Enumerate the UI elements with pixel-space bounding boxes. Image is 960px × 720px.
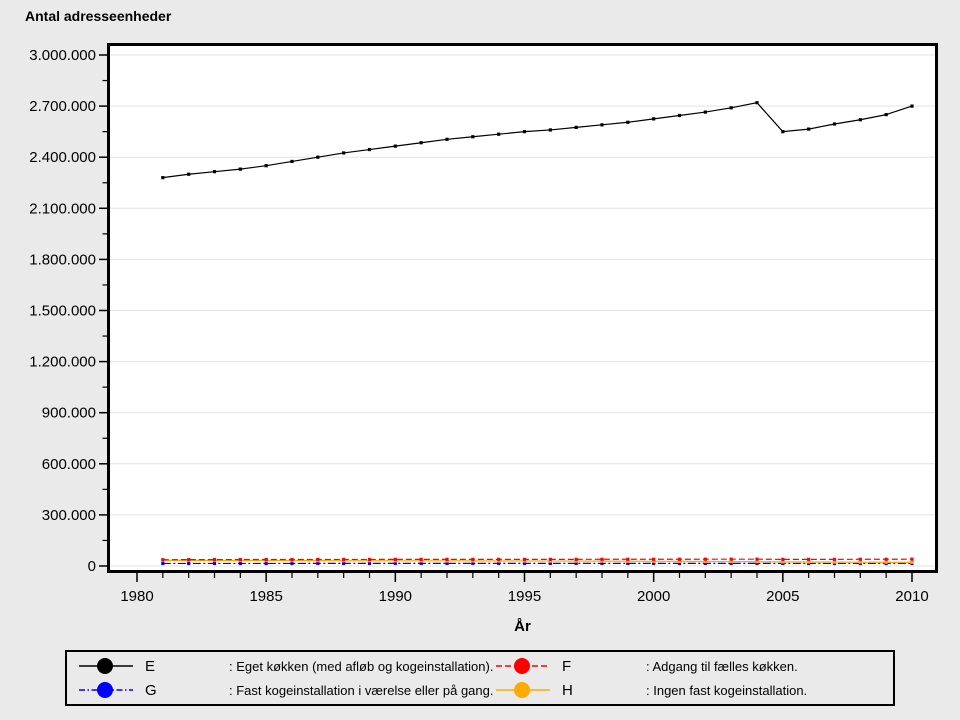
series-H-line [162,559,912,563]
legend-symbol-e-icon [77,656,145,676]
x-tick-label: 1985 [249,588,282,605]
y-tick-label: 1.200.000 [29,354,96,371]
legend-symbol-f-icon [494,656,562,676]
y-tick-label: 1.800.000 [29,251,96,268]
series-E-line [162,102,913,179]
legend-series-letter: H [562,681,573,699]
x-tick-label: 1980 [120,588,153,605]
legend-symbol-g-icon [77,680,145,700]
legend-series-letter: F [562,657,572,675]
y-tick-label: 1.500.000 [29,303,96,320]
x-tick-label: 1990 [379,588,412,605]
legend-symbol-h-icon [494,680,562,700]
legend-series-letter: E [145,657,156,675]
x-tick-label: 2010 [895,588,928,605]
legend-series-letter: G [145,681,157,699]
y-tick-label: 300.000 [42,507,96,524]
y-tick-label: 2.700.000 [29,98,96,115]
y-tick-label: 2.400.000 [29,149,96,166]
x-tick-label: 1995 [508,588,541,605]
line-chart: 0 300.000 600.000 900.000 1.200.000 1.500.000… [29,43,938,605]
x-axis-label: År [514,618,531,635]
y-tick-label: 3.000.000 [29,47,96,64]
legend-series-description: : Fast kogeinstallation i værelse eller … [229,682,494,698]
plot-frame [107,43,938,573]
legend-series-description: : Eget køkken (med afløb og kogeinstalla… [229,658,494,674]
chart-title: Antal adresseenheder [25,8,172,24]
legend-series-description: : Adgang til fælles køkken. [646,658,798,674]
legend: E : Eget køkken (med afløb og kogeinstal… [65,650,895,706]
x-tick-label: 2000 [637,588,670,605]
series-E-markers [161,101,914,180]
y-tick-label: 600.000 [42,456,96,473]
series-F-line [162,558,912,561]
x-tick-label: 2005 [766,588,799,605]
y-tick-label: 2.100.000 [29,200,96,217]
series-F-markers [161,557,914,562]
y-tick-label: 0 [88,558,96,575]
y-tick-label: 900.000 [42,405,96,422]
legend-series-description: : Ingen fast kogeinstallation. [646,682,808,698]
